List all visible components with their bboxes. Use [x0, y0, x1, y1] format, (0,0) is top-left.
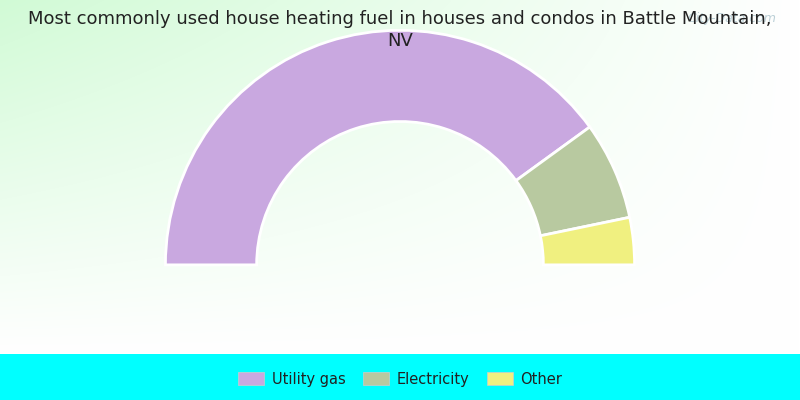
Wedge shape — [540, 217, 634, 265]
Wedge shape — [516, 127, 630, 236]
Legend: Utility gas, Electricity, Other: Utility gas, Electricity, Other — [235, 369, 565, 390]
Bar — [0, 354, 800, 400]
Text: City-Data.com: City-Data.com — [687, 12, 776, 25]
Text: Most commonly used house heating fuel in houses and condos in Battle Mountain,
N: Most commonly used house heating fuel in… — [28, 10, 772, 50]
Wedge shape — [166, 30, 590, 265]
